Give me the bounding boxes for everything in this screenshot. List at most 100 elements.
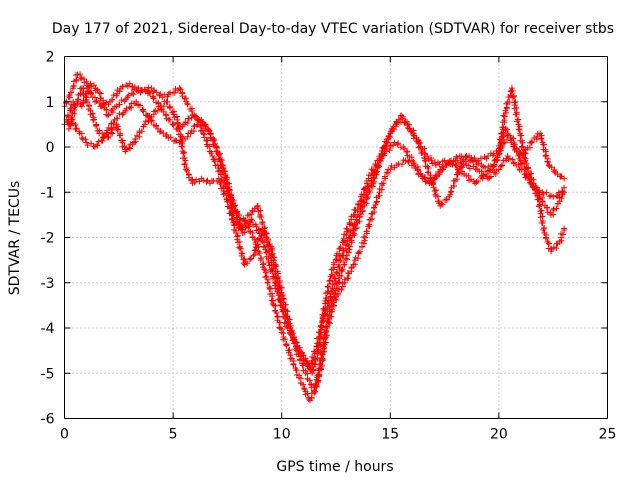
data-point <box>145 118 152 125</box>
data-point <box>191 122 198 129</box>
data-point <box>105 111 112 118</box>
data-point <box>454 166 461 173</box>
data-point <box>316 329 323 336</box>
data-point <box>315 346 322 353</box>
data-point <box>170 121 177 128</box>
data-point <box>230 210 237 217</box>
data-point <box>493 156 500 163</box>
data-point <box>332 296 339 303</box>
data-point <box>361 240 368 247</box>
data-point <box>65 125 72 132</box>
data-point <box>305 395 312 402</box>
data-point <box>241 255 248 262</box>
data-point <box>176 125 183 132</box>
data-point <box>363 228 370 235</box>
data-point <box>105 133 112 140</box>
data-point <box>356 248 363 255</box>
data-point <box>211 158 218 165</box>
data-point <box>171 89 178 96</box>
data-point <box>287 324 294 331</box>
data-point <box>269 293 276 300</box>
data-point <box>87 80 94 87</box>
data-point <box>264 242 271 249</box>
data-point <box>281 336 288 343</box>
data-point <box>406 125 413 132</box>
data-point <box>466 165 473 172</box>
data-point <box>404 158 411 165</box>
data-point <box>138 128 145 135</box>
data-point <box>161 91 168 98</box>
data-point <box>207 130 214 137</box>
data-point <box>215 175 222 182</box>
data-point <box>337 243 344 250</box>
data-point <box>108 129 115 136</box>
data-point <box>415 139 422 146</box>
data-point <box>311 348 318 355</box>
data-point <box>493 168 500 175</box>
data-point <box>422 175 429 182</box>
data-point <box>387 166 394 173</box>
data-point <box>383 139 390 146</box>
data-point <box>343 225 350 232</box>
data-point <box>185 115 192 122</box>
data-point <box>165 91 172 98</box>
data-point <box>331 281 338 288</box>
data-point <box>449 161 456 168</box>
data-point <box>182 157 189 164</box>
chart-title: Day 177 of 2021, Sidereal Day-to-day VTE… <box>52 21 614 37</box>
data-point <box>378 147 385 154</box>
data-point <box>315 334 322 341</box>
data-point <box>466 156 473 163</box>
data-point <box>138 87 145 94</box>
data-point <box>204 177 211 184</box>
data-point <box>125 92 132 99</box>
data-point <box>319 313 326 320</box>
data-point <box>536 202 543 209</box>
data-point <box>177 137 184 144</box>
data-point <box>172 85 179 92</box>
data-point <box>460 161 467 168</box>
data-point <box>119 83 126 90</box>
data-point <box>336 250 343 257</box>
data-point <box>290 360 297 367</box>
data-point <box>299 362 306 369</box>
data-point <box>404 122 411 129</box>
data-point <box>335 285 342 292</box>
data-point <box>322 311 329 318</box>
data-point <box>116 101 123 108</box>
data-point <box>308 384 315 391</box>
y-tick-label: 2 <box>46 50 55 66</box>
data-point <box>366 222 373 229</box>
data-point <box>116 110 123 117</box>
data-point <box>311 354 318 361</box>
data-point <box>264 279 271 286</box>
data-point <box>270 265 277 272</box>
data-point <box>328 313 335 320</box>
data-point <box>356 208 363 215</box>
data-point <box>367 216 374 223</box>
data-point <box>184 101 191 108</box>
data-point <box>93 123 100 130</box>
data-point <box>283 342 290 349</box>
data-point <box>353 224 360 231</box>
data-point <box>395 116 402 123</box>
data-point <box>453 153 460 160</box>
data-point <box>498 162 505 169</box>
data-point <box>553 205 560 212</box>
data-point <box>312 361 319 368</box>
data-point <box>255 235 262 242</box>
data-point <box>89 110 96 117</box>
data-point <box>348 265 355 272</box>
data-point <box>91 116 98 123</box>
data-point <box>170 111 177 118</box>
data-points <box>61 71 568 404</box>
data-point <box>267 285 274 292</box>
data-point <box>177 137 184 144</box>
data-point <box>313 383 320 390</box>
data-point <box>531 134 538 141</box>
data-point <box>395 140 402 147</box>
data-point <box>559 231 566 238</box>
data-point <box>201 134 208 141</box>
data-point <box>509 94 516 101</box>
data-point <box>251 247 258 254</box>
